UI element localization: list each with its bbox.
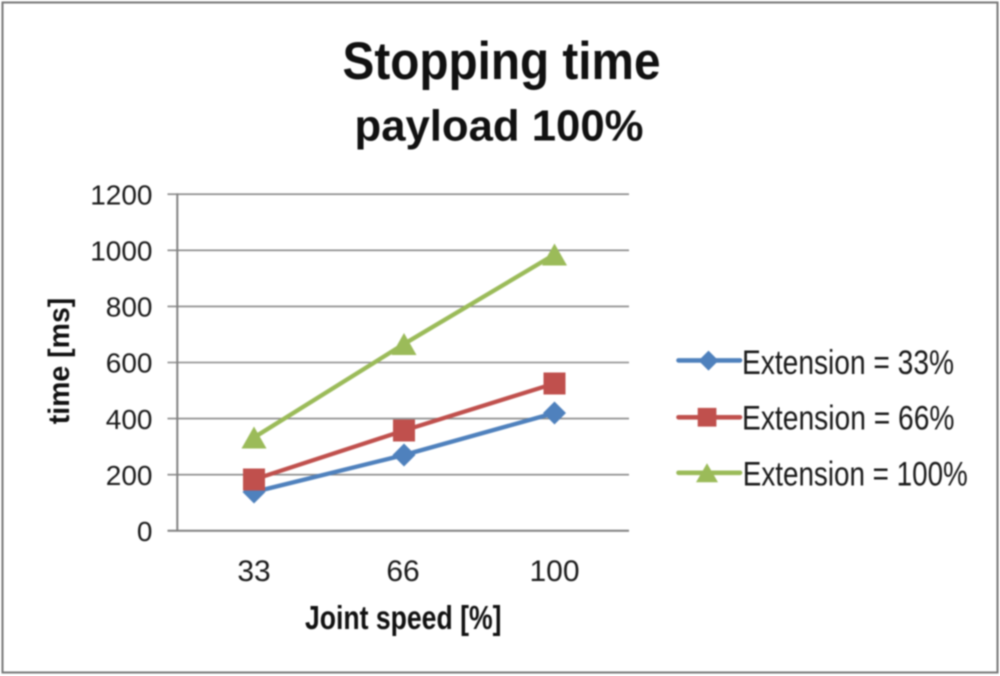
- svg-text:800: 800: [106, 292, 153, 323]
- svg-text:66: 66: [386, 555, 419, 588]
- svg-text:100: 100: [529, 555, 579, 588]
- svg-text:200: 200: [106, 460, 153, 491]
- svg-text:Joint speed [%]: Joint speed [%]: [305, 599, 502, 636]
- svg-text:600: 600: [106, 348, 153, 379]
- svg-text:0: 0: [137, 516, 153, 547]
- svg-text:1000: 1000: [90, 236, 152, 267]
- svg-text:payload 100%: payload 100%: [355, 103, 644, 151]
- svg-text:400: 400: [106, 404, 153, 435]
- svg-text:Extension = 33%: Extension = 33%: [742, 344, 954, 382]
- svg-text:1200: 1200: [90, 179, 152, 210]
- svg-text:Extension = 100%: Extension = 100%: [743, 455, 968, 493]
- svg-text:33: 33: [237, 555, 270, 588]
- svg-text:time [ms]: time [ms]: [43, 298, 76, 425]
- svg-text:Extension = 66%: Extension = 66%: [742, 400, 955, 438]
- svg-text:Stopping time: Stopping time: [343, 32, 661, 91]
